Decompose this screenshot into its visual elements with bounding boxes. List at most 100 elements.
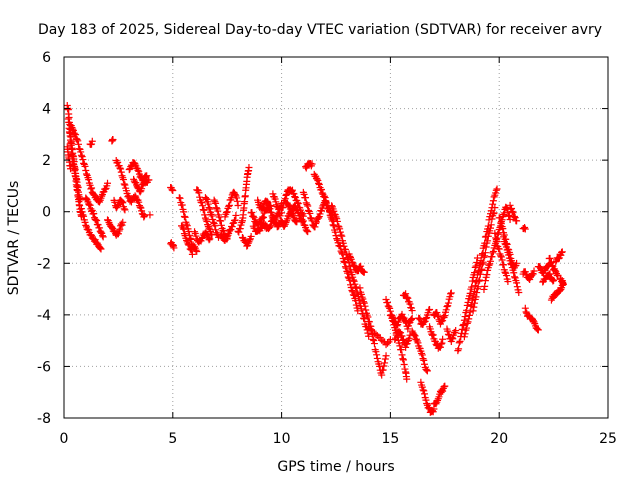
data-point (393, 322, 401, 330)
data-point (546, 254, 554, 262)
data-point (135, 198, 143, 206)
data-point (198, 199, 206, 207)
data-point (481, 249, 489, 257)
data-point (461, 330, 469, 338)
data-point (460, 320, 468, 328)
data-point (496, 214, 504, 222)
data-point (373, 354, 381, 362)
data-point (69, 125, 77, 133)
data-point (459, 322, 467, 330)
data-point (428, 330, 436, 338)
data-point (391, 336, 399, 344)
data-point (94, 221, 102, 229)
data-point (291, 202, 299, 210)
data-point (447, 289, 455, 297)
data-point (245, 163, 253, 171)
data-point (134, 166, 142, 174)
data-point (206, 235, 214, 243)
data-point (127, 163, 135, 171)
data-point (419, 355, 427, 363)
data-point (222, 234, 230, 242)
data-point (509, 209, 517, 217)
data-point (508, 204, 516, 212)
data-point (490, 209, 498, 217)
data-point (365, 332, 373, 340)
data-point (201, 211, 209, 219)
data-point (552, 291, 560, 299)
data-point (293, 218, 301, 226)
data-point (294, 207, 302, 215)
data-point (506, 201, 514, 209)
data-point (428, 407, 436, 415)
data-point (441, 382, 449, 390)
data-point (495, 245, 503, 253)
data-point (223, 208, 231, 216)
data-point (87, 185, 95, 193)
data-point (175, 194, 183, 202)
data-point (116, 225, 124, 233)
x-tick-label: 0 (60, 431, 69, 447)
data-point (336, 242, 344, 250)
data-point (259, 203, 267, 211)
data-point (491, 229, 499, 237)
data-point (402, 290, 410, 298)
data-point (385, 303, 393, 311)
data-point (202, 230, 210, 238)
data-point (250, 214, 258, 222)
data-point (211, 198, 219, 206)
data-point (536, 263, 544, 271)
data-point (352, 301, 360, 309)
data-point (199, 202, 207, 210)
data-point (432, 400, 440, 408)
data-point (78, 208, 86, 216)
data-point (272, 198, 280, 206)
data-point (513, 217, 521, 225)
data-point (188, 250, 196, 258)
data-point (88, 184, 96, 192)
data-point (279, 203, 287, 211)
data-point (505, 211, 513, 219)
data-point (513, 279, 521, 287)
data-point (204, 200, 212, 208)
data-point (488, 253, 496, 261)
data-point (422, 315, 430, 323)
data-point (91, 215, 99, 223)
data-point (497, 252, 505, 260)
data-point (455, 339, 463, 347)
data-point (322, 198, 330, 206)
data-point (234, 202, 242, 210)
data-point (311, 223, 319, 231)
data-point (383, 299, 391, 307)
data-point (183, 220, 191, 228)
data-point (484, 232, 492, 240)
data-point (136, 203, 144, 211)
data-point (87, 231, 95, 239)
data-point (104, 179, 112, 187)
data-point (500, 261, 508, 269)
data-point (499, 225, 507, 233)
data-point (140, 213, 148, 221)
data-point (447, 290, 455, 298)
data-point (464, 298, 472, 306)
data-point (403, 375, 411, 383)
data-point (214, 207, 222, 215)
data-point (336, 225, 344, 233)
data-point (502, 243, 510, 251)
data-point (479, 258, 487, 266)
data-point (521, 225, 529, 233)
data-point (398, 332, 406, 340)
data-point (117, 197, 125, 205)
data-point (208, 212, 216, 220)
data-point (210, 196, 218, 204)
data-point (108, 223, 116, 231)
data-point (502, 203, 510, 211)
data-point (461, 313, 469, 321)
data-point (508, 208, 516, 216)
data-point (328, 202, 336, 210)
data-point (338, 249, 346, 257)
data-point (80, 212, 88, 220)
data-point (180, 213, 188, 221)
data-point (138, 185, 146, 193)
data-point (477, 266, 485, 274)
data-point (389, 313, 397, 321)
